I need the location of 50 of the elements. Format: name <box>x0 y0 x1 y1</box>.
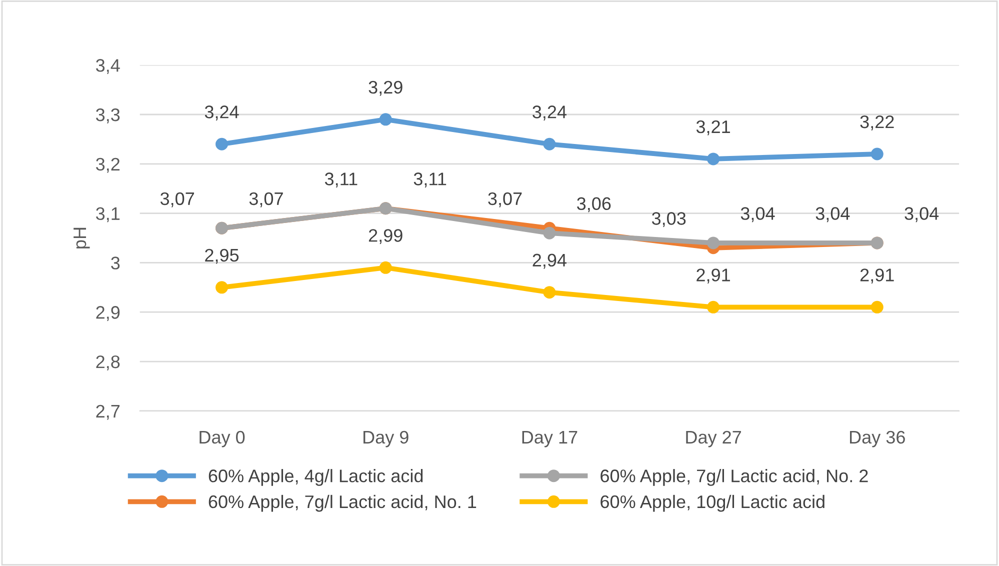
legend-label: 60% Apple, 7g/l Lactic acid, No. 2 <box>600 469 868 486</box>
x-tick-label: Day 9 <box>364 430 408 448</box>
data-label: 3,04 <box>740 207 775 222</box>
x-tick-label: Day 17 <box>522 431 578 448</box>
point <box>379 113 392 126</box>
data-label: 3,03 <box>652 212 686 228</box>
x-tick-label: Day 0 <box>200 430 245 448</box>
data-label: 3,04 <box>904 207 939 222</box>
point <box>870 300 884 314</box>
data-label: 3,07 <box>249 192 283 208</box>
data-label: 3,29 <box>368 80 402 96</box>
legend-label: 60% Apple, 4g/l Lactic acid <box>208 469 423 486</box>
point <box>707 236 720 250</box>
data-label: 3,24 <box>532 106 566 120</box>
y-tick-label: 2,8 <box>96 355 120 370</box>
y-tick-label: 3,1 <box>96 207 120 222</box>
data-label: 2,91 <box>860 268 894 284</box>
point <box>216 138 228 150</box>
y-tick-label: 3,3 <box>96 108 120 124</box>
point <box>870 148 884 160</box>
data-label: 2,99 <box>368 229 402 244</box>
y-tick-label: 2,7 <box>96 404 120 420</box>
data-label: 3,21 <box>696 120 730 136</box>
legend-label: 60% Apple, 7g/l Lactic acid, No. 1 <box>208 494 476 512</box>
point <box>707 300 720 314</box>
x-tick-label: Day 36 <box>850 430 905 448</box>
data-label: 2,94 <box>532 254 566 269</box>
x-tick-label: Day 27 <box>686 430 741 448</box>
point <box>543 138 556 150</box>
data-label: 3,04 <box>816 207 850 222</box>
y-tick-label: 3,2 <box>96 158 120 173</box>
legend-label: 60% Apple, 10g/l Lactic acid <box>600 494 824 512</box>
y-tick-label: 2,9 <box>96 306 120 321</box>
data-label: 3,07 <box>160 192 194 208</box>
data-label: 3,06 <box>577 197 611 212</box>
point <box>379 261 392 274</box>
point <box>216 281 228 294</box>
y-tick-label: 3 <box>111 256 120 270</box>
point <box>543 226 556 240</box>
data-label: 3,11 <box>324 172 358 188</box>
data-label: 2,91 <box>696 268 730 284</box>
data-label: 3,22 <box>860 115 894 130</box>
y-tick-label: 3,4 <box>96 59 120 74</box>
data-label: 2,95 <box>205 248 239 264</box>
y-axis-title: pH <box>74 228 90 248</box>
data-label: 3,07 <box>488 192 522 208</box>
point <box>543 286 556 299</box>
data-label: 3,11 <box>414 172 446 188</box>
point <box>707 152 720 166</box>
data-label: 3,24 <box>204 106 239 120</box>
